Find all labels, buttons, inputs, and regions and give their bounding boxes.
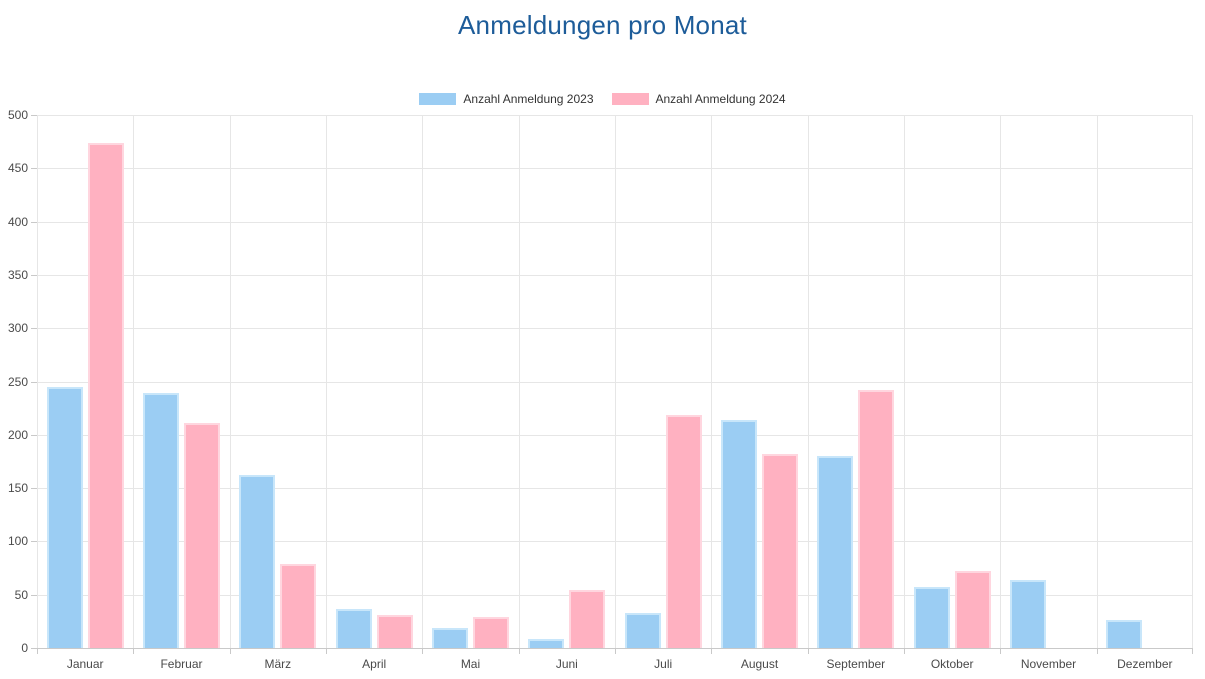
y-axis-label: 400: [7, 214, 28, 229]
bar-august-2024: [762, 454, 798, 648]
x-axis-label-mai: Mai: [460, 657, 481, 671]
x-axis-tick: [326, 648, 327, 654]
bar-januar-2024: [87, 142, 124, 648]
x-axis-label-april: April: [362, 657, 387, 671]
y-axis-label: 350: [7, 267, 28, 282]
y-axis-label: 250: [7, 374, 28, 389]
y-axis-tick: [31, 221, 37, 223]
y-axis-label: 300: [7, 321, 28, 336]
y-axis-tick: [31, 168, 37, 170]
legend-item-2023[interactable]: Anzahl Anmeldung 2023: [419, 92, 594, 106]
bar-juni-2023: [528, 639, 565, 648]
x-axis-tick: [711, 648, 712, 654]
y-axis-label: 100: [7, 534, 28, 549]
bar-märz-2024: [280, 563, 317, 648]
x-axis-line: [37, 648, 1193, 649]
x-axis-tick: [422, 648, 423, 654]
x-axis-tick: [133, 648, 134, 654]
bar-september-2024: [858, 390, 895, 648]
bar-januar-2023: [46, 386, 83, 648]
x-gridline: [1000, 115, 1001, 648]
y-axis-label: 150: [7, 481, 28, 496]
y-axis-label: 450: [7, 161, 28, 176]
x-axis-label-januar: Januar: [66, 657, 104, 671]
bar-februar-2024: [184, 423, 220, 648]
bar-dezember-2023: [1106, 620, 1143, 648]
x-axis-label-februar: Februar: [160, 657, 203, 671]
bar-juli-2024: [665, 414, 702, 648]
x-axis-tick: [37, 648, 38, 654]
x-axis-label-september: September: [826, 657, 886, 671]
y-axis-label: 50: [14, 587, 28, 602]
bar-oktober-2024: [954, 571, 991, 648]
x-axis-tick: [1000, 648, 1001, 654]
legend-swatch-2023-icon: [419, 93, 457, 105]
y-axis-tick: [31, 381, 37, 383]
x-gridline: [133, 115, 134, 648]
y-axis-label: 0: [21, 641, 28, 655]
bar-september-2023: [817, 456, 854, 648]
bar-april-2024: [376, 614, 413, 648]
plot-area: 0 50 100 150 200 250 300 350 400 450 500 Januar Febr…: [8, 109, 1193, 671]
bar-märz-2023: [239, 475, 276, 648]
y-axis-tick: [31, 328, 37, 330]
bar-august-2023: [721, 419, 757, 648]
x-axis-tick: [904, 648, 905, 654]
bar-mai-2024: [473, 617, 509, 648]
y-axis-tick: [31, 541, 37, 543]
x-gridline: [615, 115, 616, 648]
x-axis-label-august: August: [740, 657, 779, 671]
x-gridline: [422, 115, 423, 648]
x-gridline: [326, 115, 327, 648]
x-axis-tick: [1097, 648, 1098, 654]
x-axis-label-juli: Juli: [654, 657, 673, 671]
legend-swatch-2024-icon: [611, 93, 649, 105]
y-axis-tick: [31, 115, 37, 116]
x-axis-label-märz: März: [264, 657, 292, 671]
bar-april-2023: [335, 608, 372, 648]
x-gridline: [1192, 115, 1193, 648]
x-axis-label-juni: Juni: [555, 657, 578, 671]
bar-juni-2024: [569, 590, 606, 648]
y-axis-tick: [31, 434, 37, 436]
bar-mai-2023: [432, 627, 468, 648]
x-gridline: [37, 115, 38, 648]
chart-legend: Anzahl Anmeldung 2023 Anzahl Anmeldung 2…: [0, 92, 1205, 106]
legend-label-2023: Anzahl Anmeldung 2023: [463, 92, 594, 106]
y-axis-tick: [31, 594, 37, 596]
bar-november-2023: [1010, 579, 1046, 648]
x-axis-label-november: November: [1020, 657, 1077, 671]
bar-juli-2023: [624, 612, 661, 648]
x-gridline: [711, 115, 712, 648]
chart-title: Anmeldungen pro Monat: [458, 10, 747, 40]
y-axis-tick: [31, 488, 37, 490]
x-axis-tick: [615, 648, 616, 654]
x-gridline: [230, 115, 231, 648]
bar-oktober-2023: [913, 587, 950, 648]
x-gridline: [1097, 115, 1098, 648]
x-gridline: [808, 115, 809, 648]
y-axis-tick: [31, 648, 37, 649]
y-axis-label: 500: [7, 108, 28, 122]
x-axis-tick: [1192, 648, 1193, 654]
x-gridline: [519, 115, 520, 648]
y-axis-tick: [31, 274, 37, 276]
x-axis-tick: [230, 648, 231, 654]
x-axis-tick: [808, 648, 809, 654]
x-gridline: [904, 115, 905, 648]
legend-item-2024[interactable]: Anzahl Anmeldung 2024: [611, 92, 786, 106]
x-axis-tick: [519, 648, 520, 654]
y-axis-label: 200: [7, 427, 28, 442]
x-axis-label-dezember: Dezember: [1117, 657, 1173, 671]
x-axis-label-oktober: Oktober: [930, 657, 974, 671]
bar-februar-2023: [143, 393, 179, 648]
legend-label-2024: Anzahl Anmeldung 2024: [655, 92, 786, 106]
